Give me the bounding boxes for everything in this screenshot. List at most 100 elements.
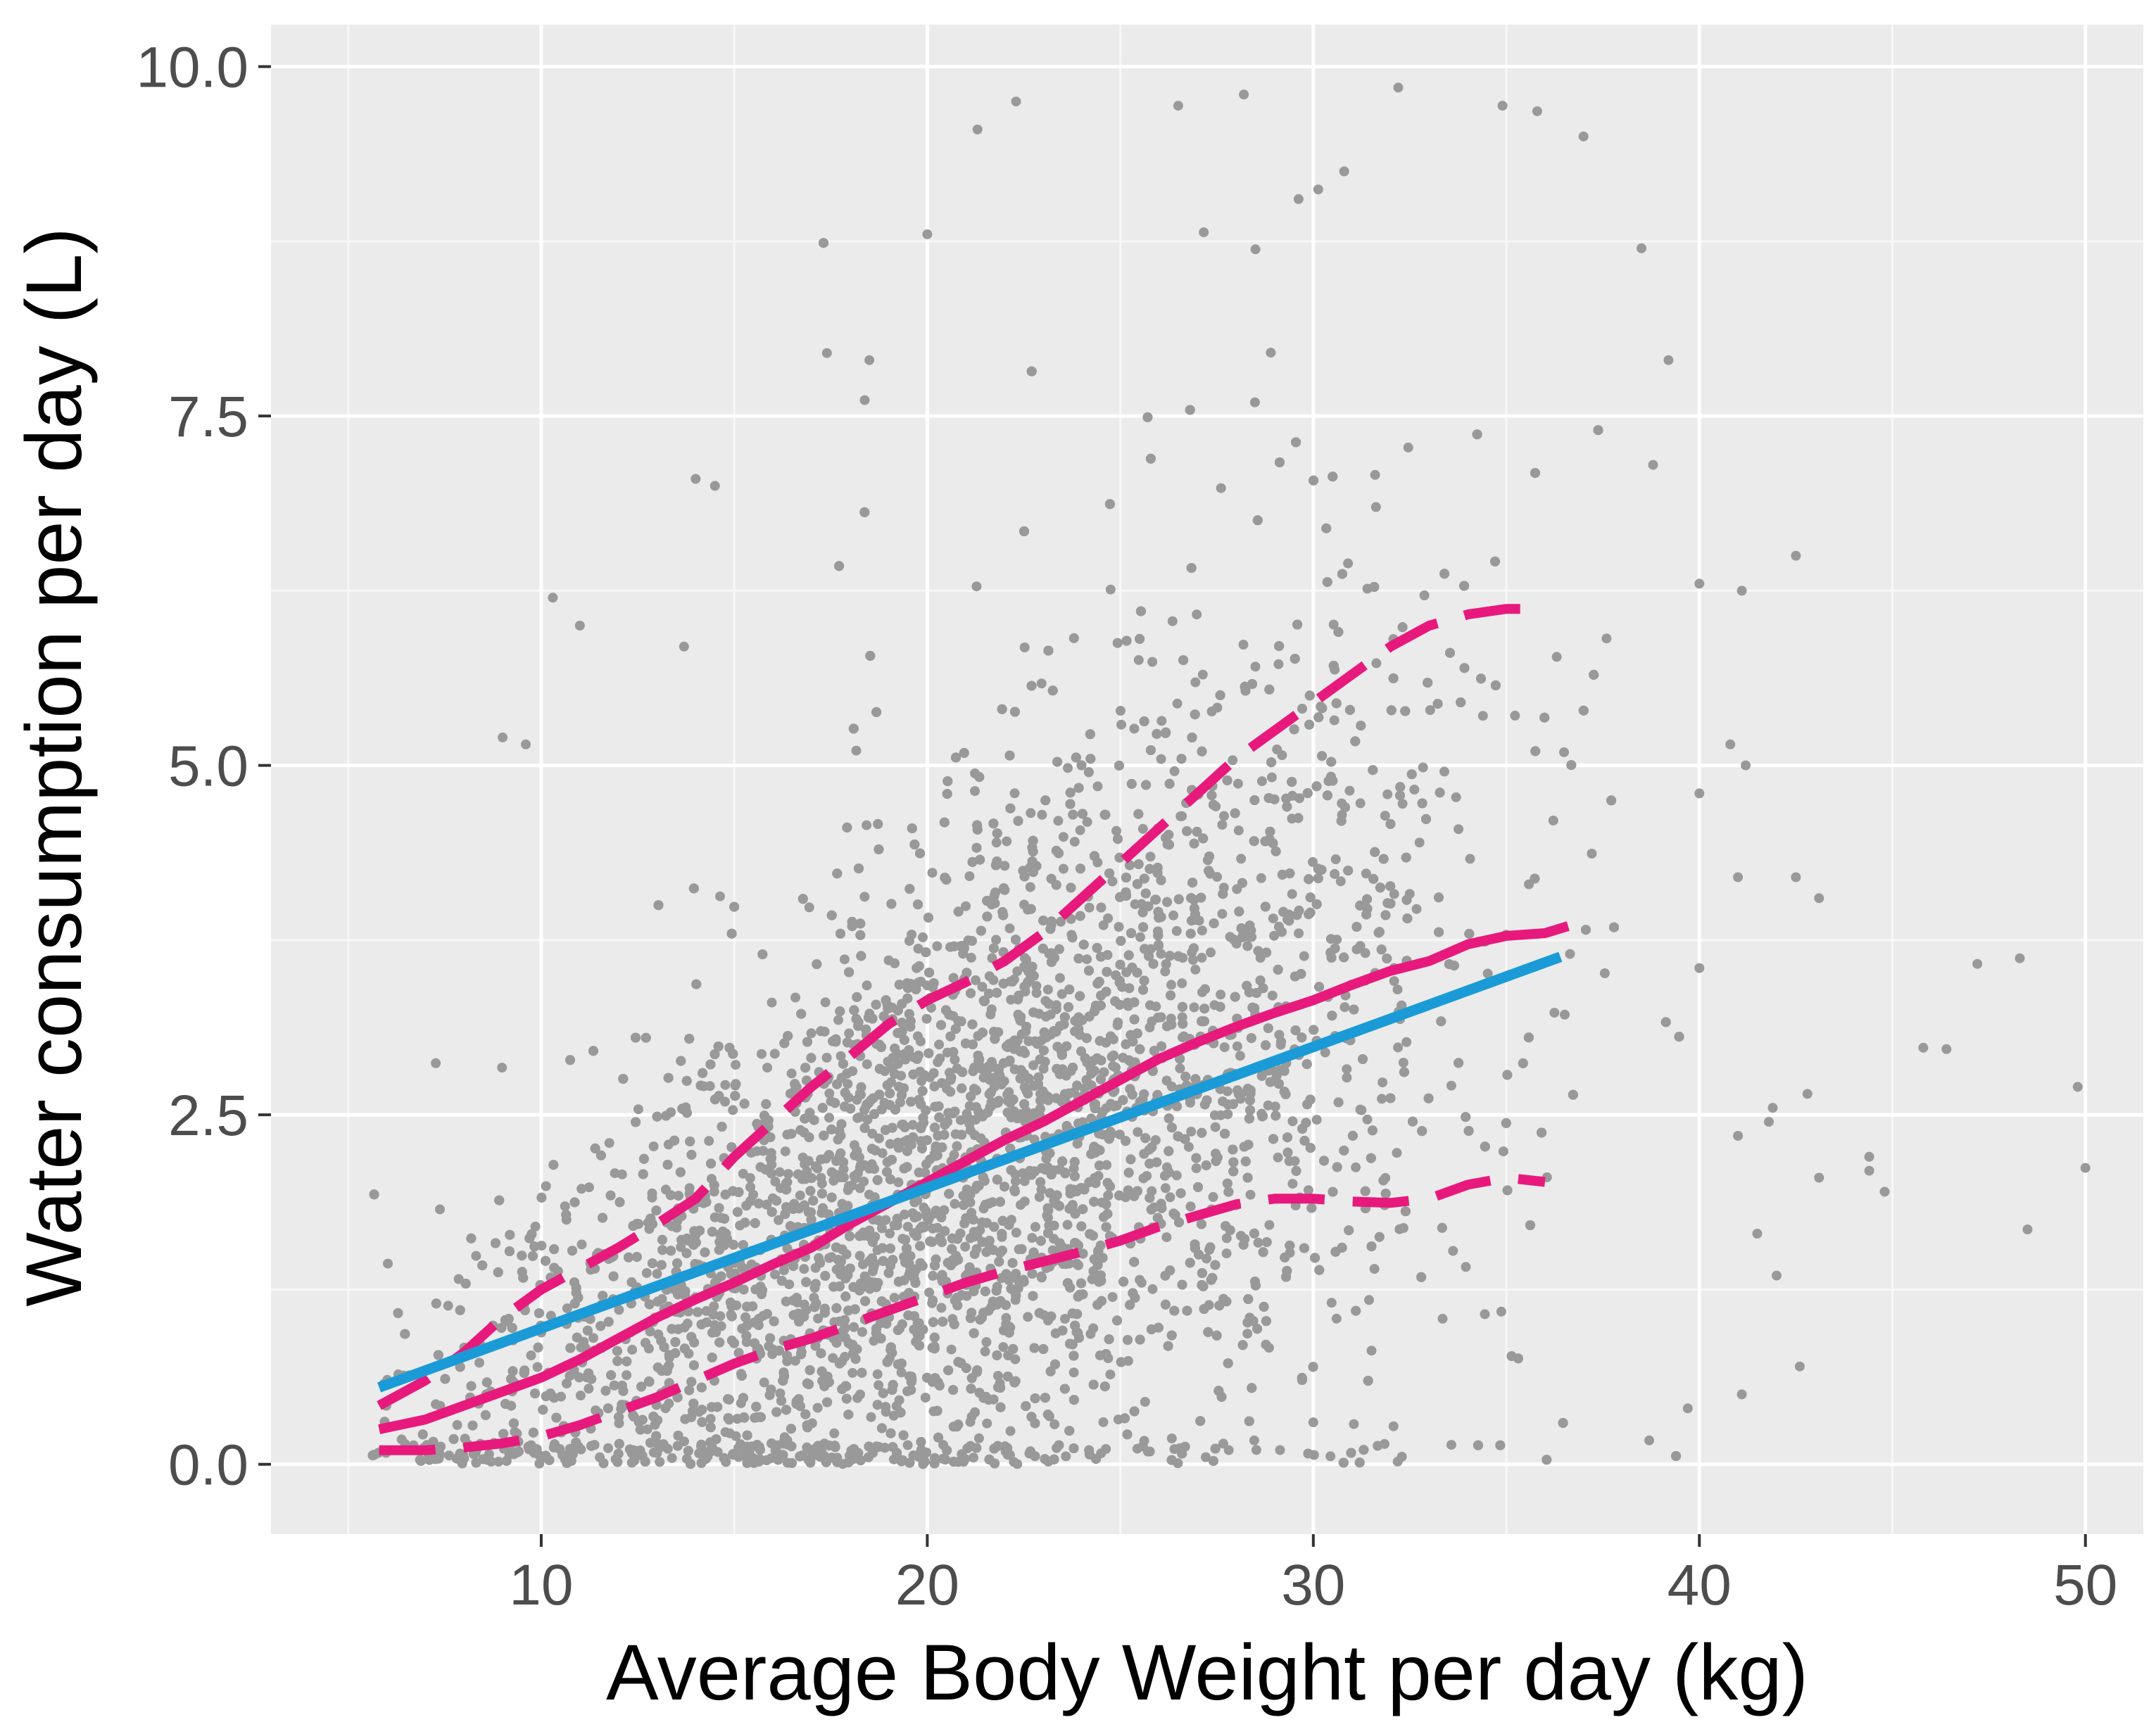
data-point xyxy=(1133,1127,1143,1137)
data-point xyxy=(969,1453,978,1463)
data-point xyxy=(759,1377,769,1388)
data-point xyxy=(855,1183,865,1194)
data-point xyxy=(783,1169,793,1179)
data-point xyxy=(1418,762,1428,773)
data-point xyxy=(1191,1163,1202,1174)
data-point xyxy=(1044,1411,1054,1422)
data-point xyxy=(1156,949,1166,959)
data-point xyxy=(1360,948,1370,958)
data-point xyxy=(1238,640,1249,650)
data-point xyxy=(991,935,1002,945)
data-point xyxy=(1331,1313,1342,1324)
data-point xyxy=(1197,952,1207,963)
data-point xyxy=(474,1358,484,1368)
data-point xyxy=(1208,1191,1218,1202)
data-point xyxy=(715,891,725,901)
data-point xyxy=(1232,1041,1242,1051)
data-point xyxy=(1287,1179,1298,1189)
data-point xyxy=(1250,662,1261,672)
data-point xyxy=(1009,788,1020,799)
data-point xyxy=(1326,1298,1337,1308)
data-point xyxy=(1256,776,1267,787)
data-point xyxy=(1221,1296,1232,1307)
data-point xyxy=(435,1204,445,1215)
data-point xyxy=(493,1457,504,1467)
data-point xyxy=(839,954,850,965)
data-point xyxy=(1389,889,1399,899)
data-point xyxy=(889,1293,900,1303)
data-point xyxy=(526,1350,536,1360)
data-point xyxy=(705,1414,716,1424)
data-point xyxy=(857,1327,867,1337)
data-point xyxy=(799,1264,809,1274)
data-point xyxy=(775,1388,786,1398)
data-point xyxy=(642,1424,653,1435)
data-point xyxy=(1587,849,1597,859)
data-point xyxy=(866,1412,876,1422)
data-point xyxy=(924,1287,935,1298)
data-point xyxy=(1171,925,1182,936)
data-point xyxy=(829,1428,840,1438)
data-point xyxy=(1461,1262,1471,1272)
data-point xyxy=(1329,715,1339,726)
data-point xyxy=(1266,772,1277,783)
data-point xyxy=(1256,873,1266,883)
data-point xyxy=(1156,754,1166,764)
data-point xyxy=(1342,1064,1352,1075)
data-point xyxy=(1446,1440,1456,1450)
data-point xyxy=(1325,1451,1336,1462)
data-point xyxy=(971,975,981,985)
data-point xyxy=(541,1181,551,1191)
data-point xyxy=(1061,1451,1071,1462)
data-point xyxy=(1320,1047,1330,1058)
data-point xyxy=(1369,1264,1380,1274)
data-point xyxy=(562,1303,572,1314)
data-point xyxy=(812,1403,823,1413)
data-point xyxy=(828,1353,838,1363)
data-point xyxy=(790,992,800,1003)
scatter-points xyxy=(367,82,2091,1469)
data-point xyxy=(1171,1170,1182,1181)
data-point xyxy=(1031,981,1042,991)
data-point xyxy=(1245,1189,1256,1200)
data-point xyxy=(444,1450,455,1461)
data-point xyxy=(1063,763,1073,773)
data-point xyxy=(1335,876,1346,887)
data-point xyxy=(1161,1075,1172,1086)
data-point xyxy=(1111,825,1121,836)
data-point xyxy=(1140,1397,1150,1407)
data-point xyxy=(836,1148,846,1158)
data-point xyxy=(1043,1095,1054,1106)
data-point xyxy=(946,1344,957,1355)
data-point xyxy=(626,1457,637,1468)
data-point xyxy=(704,1136,714,1146)
data-point xyxy=(1029,1134,1040,1145)
data-point xyxy=(1027,1233,1038,1243)
data-point xyxy=(1011,1227,1021,1238)
data-point xyxy=(1290,1156,1300,1166)
data-point xyxy=(1370,469,1380,480)
data-point xyxy=(1311,1115,1322,1125)
data-point xyxy=(960,1241,971,1252)
data-point xyxy=(843,1079,853,1089)
data-point xyxy=(1092,781,1103,792)
data-point xyxy=(731,1300,742,1310)
data-point xyxy=(971,581,982,592)
data-point xyxy=(1228,755,1238,766)
data-point xyxy=(1002,836,1012,847)
data-point xyxy=(881,1215,891,1225)
data-point xyxy=(576,1184,587,1194)
data-point xyxy=(1343,558,1354,569)
data-point xyxy=(497,1063,508,1073)
data-point xyxy=(641,1267,652,1278)
data-point xyxy=(1197,669,1208,680)
data-point xyxy=(667,1453,677,1463)
data-point xyxy=(1251,1445,1261,1455)
data-point xyxy=(955,1115,966,1125)
data-point xyxy=(986,1004,997,1015)
data-point xyxy=(962,1108,972,1119)
data-point xyxy=(1437,1313,1448,1324)
data-point xyxy=(902,1440,913,1450)
data-point xyxy=(1098,920,1109,930)
data-point xyxy=(1201,1452,1211,1462)
